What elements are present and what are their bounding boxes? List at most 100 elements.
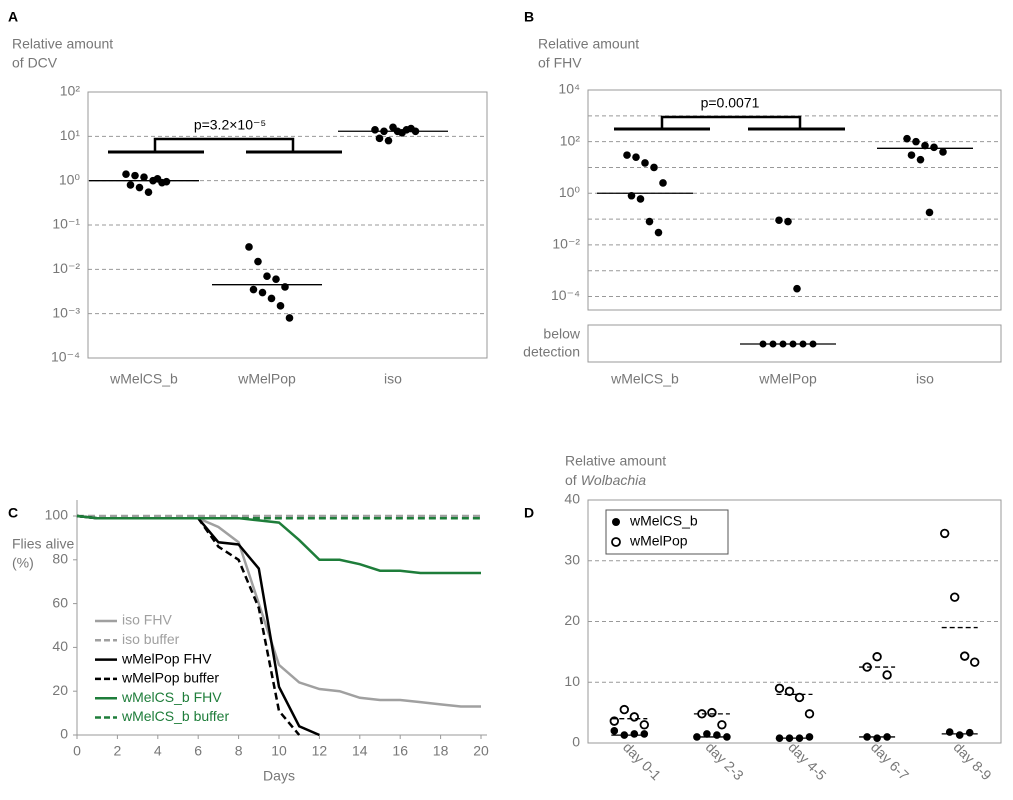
data-point	[263, 272, 271, 281]
data-point	[779, 340, 787, 348]
y-axis-label: Relative amount	[538, 36, 639, 52]
y-tick-label: 20	[564, 612, 580, 628]
data-point	[632, 153, 640, 161]
y-tick-label: 10⁻¹	[52, 216, 80, 232]
y-axis-label: of FHV	[538, 55, 582, 71]
data-point	[384, 136, 393, 145]
y-tick-label: 10⁰	[59, 171, 81, 187]
data-point	[153, 175, 162, 183]
p-value: p=3.2×10⁻⁵	[194, 117, 266, 133]
data-point	[650, 163, 658, 172]
legend-marker	[611, 537, 621, 547]
data-point	[619, 704, 629, 715]
y-tick-label: 10⁻³	[52, 304, 80, 320]
data-point	[135, 183, 144, 192]
y-axis-label: (%)	[12, 555, 34, 571]
legend-label: iso FHV	[122, 612, 172, 628]
legend-label: wMelPop	[629, 533, 688, 549]
x-tick-label: 6	[194, 743, 202, 759]
data-point	[970, 657, 980, 667]
x-tick-label: wMelPop	[237, 371, 296, 387]
x-tick-label: 0	[73, 743, 81, 759]
legend-frame	[605, 509, 729, 555]
panel-label: B	[524, 9, 534, 25]
x-tick-label: 8	[235, 743, 243, 759]
data-point	[140, 173, 148, 181]
data-point	[654, 228, 663, 237]
data-point	[784, 686, 795, 697]
data-point	[789, 340, 797, 348]
bracket	[660, 115, 802, 129]
series-line	[76, 514, 481, 575]
plot-frame	[587, 89, 1002, 311]
panel-label: C	[8, 505, 18, 521]
bracket	[153, 137, 295, 152]
x-tick-label: 16	[392, 743, 408, 759]
x-tick-label: day 2-3	[703, 739, 747, 783]
below-frame	[587, 324, 1002, 363]
y-tick-label: 80	[52, 551, 68, 567]
y-tick-label: 40	[564, 491, 580, 507]
data-point	[794, 692, 805, 703]
data-point	[769, 340, 777, 348]
x-tick-label: 2	[114, 743, 122, 759]
data-point	[371, 126, 379, 134]
y-tick-label: 0	[572, 734, 580, 750]
data-point	[245, 243, 253, 251]
data-point	[272, 275, 280, 283]
y-tick-label: 10⁴	[558, 81, 580, 97]
legend-label: wMelCS_b FHV	[121, 689, 222, 705]
data-point	[254, 257, 262, 266]
legend-marker	[612, 518, 620, 526]
legend-label: wMelPop buffer	[121, 670, 219, 686]
data-point	[285, 314, 294, 322]
y-tick-label: 10⁻⁴	[51, 349, 80, 365]
x-tick-label: 14	[352, 743, 368, 759]
data-point	[645, 217, 654, 226]
y-tick-label: 10¹	[60, 127, 81, 143]
data-point	[713, 731, 721, 739]
data-point	[882, 670, 892, 680]
x-tick-label: wMelCS_b	[109, 371, 178, 387]
data-point	[640, 730, 649, 738]
y-tick-label: 10⁻²	[552, 236, 580, 252]
panel-label: D	[524, 505, 534, 521]
x-tick-label: iso	[384, 371, 402, 387]
data-point	[131, 171, 139, 180]
x-tick-label: iso	[916, 371, 934, 387]
data-point	[122, 170, 130, 178]
data-point	[921, 141, 929, 150]
data-point	[162, 177, 171, 186]
y-tick-label: 30	[564, 551, 580, 567]
data-point	[707, 707, 717, 718]
x-tick-label: 20	[473, 743, 489, 759]
x-tick-label: 12	[312, 743, 328, 759]
data-point	[955, 731, 964, 739]
data-point	[630, 730, 639, 738]
y-tick-label: 20	[52, 682, 68, 698]
data-point	[659, 179, 667, 187]
series-line	[76, 514, 481, 520]
x-tick-label: 10	[271, 743, 287, 759]
y-axis-label-part: of	[565, 472, 577, 488]
data-point	[916, 155, 925, 164]
x-tick-label: day 6-7	[868, 739, 912, 783]
y-axis-label-italic: Wolbachia	[581, 472, 647, 488]
data-point	[267, 294, 276, 303]
data-point	[873, 734, 881, 742]
x-tick-label: wMelCS_b	[610, 371, 679, 387]
data-point	[950, 592, 960, 602]
y-tick-label: 10²	[560, 132, 581, 148]
data-point	[939, 148, 947, 156]
data-point	[636, 195, 645, 203]
data-point	[930, 143, 938, 152]
data-point	[639, 720, 649, 730]
data-point	[759, 340, 767, 348]
series-line	[76, 514, 481, 708]
x-tick-label: 4	[154, 743, 162, 759]
data-point	[805, 733, 814, 741]
data-point	[126, 181, 135, 189]
data-point	[945, 728, 954, 736]
x-tick-label: day 4-5	[785, 739, 829, 783]
